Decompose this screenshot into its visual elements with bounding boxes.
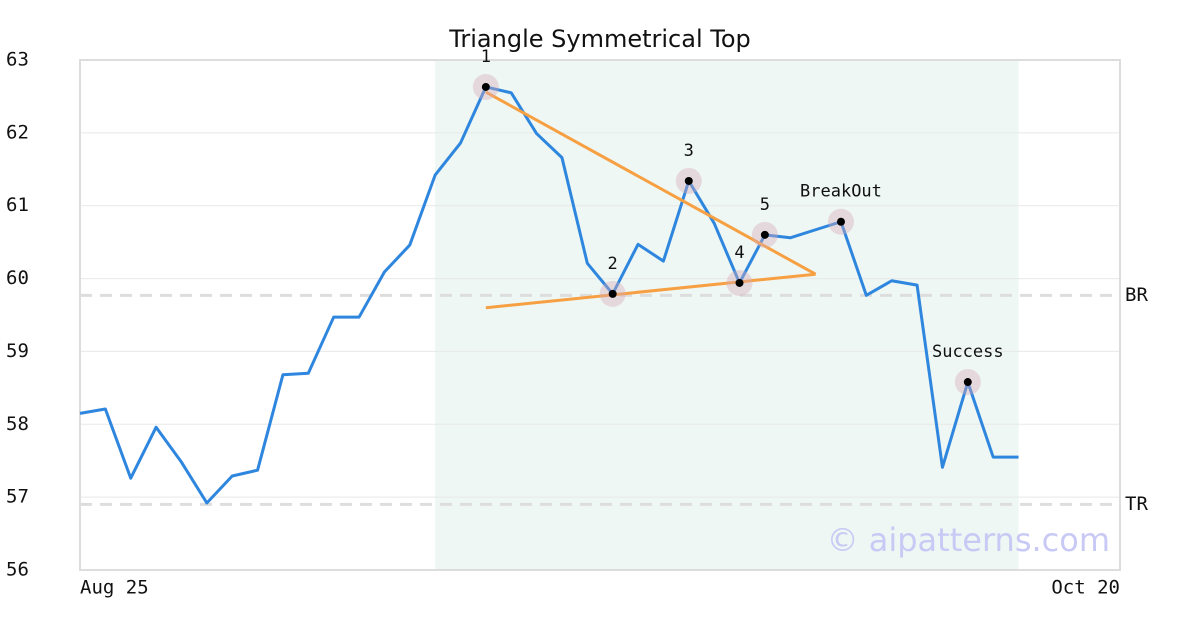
x-tick-label: Oct 20 — [1051, 577, 1120, 599]
point-marker — [735, 278, 744, 287]
trend-line — [485, 90, 817, 276]
pattern-region — [435, 60, 1019, 570]
reference-label: TR — [1125, 493, 1148, 515]
point-label: BreakOut — [800, 182, 882, 202]
watermark: © aipatterns.com — [827, 521, 1110, 559]
y-tick-label: 60 — [6, 267, 29, 289]
point-marker — [684, 176, 693, 185]
chart-title: Triangle Symmetrical Top — [448, 25, 751, 53]
point-label: 2 — [608, 254, 618, 274]
y-tick-label: 57 — [6, 486, 29, 508]
point-marker — [760, 230, 769, 239]
point-label: 4 — [734, 243, 744, 263]
point-marker — [608, 289, 617, 298]
y-tick-label: 61 — [6, 194, 29, 216]
y-tick-label: 58 — [6, 413, 29, 435]
point-label: 5 — [760, 195, 770, 215]
point-marker — [481, 82, 490, 91]
y-tick-label: 63 — [6, 49, 29, 71]
reference-label: BR — [1125, 284, 1148, 306]
point-label: Success — [932, 342, 1004, 362]
x-tick-label: Aug 25 — [80, 577, 149, 599]
point-label: 3 — [684, 141, 694, 161]
trend-line — [485, 272, 816, 310]
plot-frame — [79, 59, 1121, 571]
y-tick-label: 59 — [6, 340, 29, 362]
y-tick-label: 62 — [6, 121, 29, 143]
y-tick-label: 56 — [6, 559, 29, 581]
point-marker — [836, 217, 845, 226]
price-line — [79, 85, 1019, 505]
point-marker — [963, 378, 972, 387]
point-label: 1 — [481, 47, 491, 67]
